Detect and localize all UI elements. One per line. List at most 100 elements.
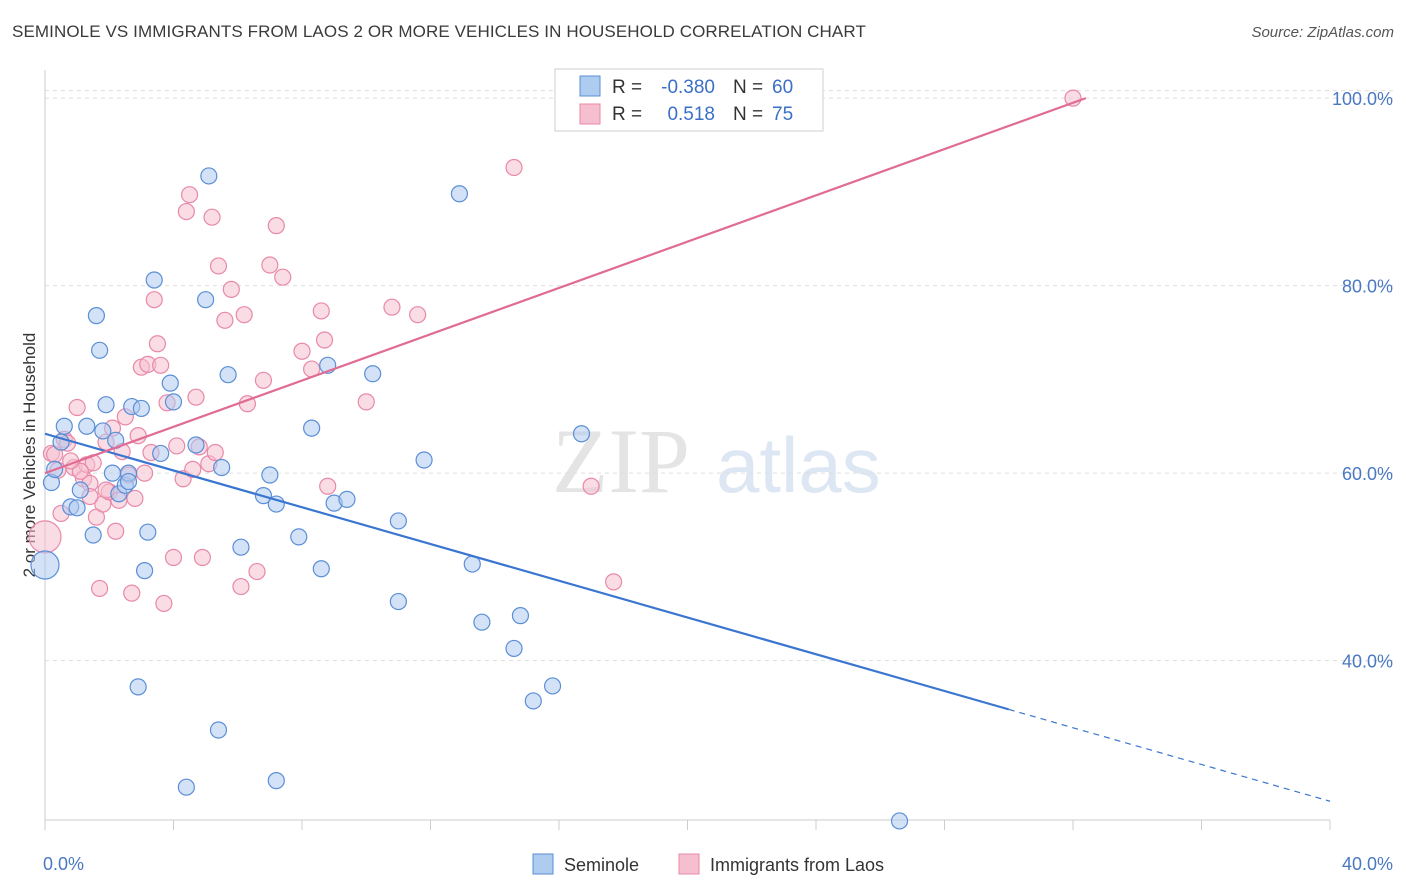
y-axis-label: 2 or more Vehicles in Household: [20, 333, 39, 578]
watermark-zip: ZIP: [552, 410, 690, 512]
series-legend-swatch-laos: [678, 853, 700, 875]
laos-point-46: [232, 577, 250, 596]
seminole-point-26: [161, 374, 179, 392]
seminole-point-35: [232, 538, 250, 556]
seminole-point-41: [303, 419, 321, 437]
series-legend-label-seminole: Seminole: [564, 855, 639, 875]
seminole-point-10: [87, 307, 106, 325]
watermark-atlas: atlas: [716, 421, 881, 509]
seminole-point-20: [129, 678, 147, 696]
laos-point-29: [152, 356, 170, 374]
axes: [44, 70, 1331, 830]
seminole-point-28: [187, 436, 205, 454]
laos-point-21: [123, 584, 141, 602]
seminole-point-29: [197, 291, 215, 309]
laos-point-17: [107, 522, 125, 540]
seminole-point-33: [177, 778, 195, 796]
laos-point-61: [409, 306, 427, 324]
laos-point-49: [248, 562, 266, 581]
trend-line-seminole: [44, 432, 1010, 711]
seminole-point-39: [267, 772, 285, 790]
seminole-point-6: [68, 499, 86, 517]
laos-point-32: [164, 548, 183, 567]
seminole-point-4: [55, 417, 73, 435]
legend-swatch-laos: [579, 103, 601, 125]
laos-point-42: [206, 443, 224, 462]
laos-point-63: [582, 477, 600, 495]
legend-r-label-1: R =: [612, 77, 642, 98]
laos-point-51: [261, 256, 279, 274]
seminole-point-58: [890, 812, 909, 830]
laos-point-45: [222, 280, 240, 298]
laos-point-44: [216, 311, 234, 329]
seminole-point-57: [572, 425, 591, 443]
legend-n-label-2: N =: [733, 104, 763, 125]
seminole-point-52: [473, 613, 491, 631]
laos-point-13: [91, 579, 109, 598]
laos-point-35: [177, 202, 195, 221]
laos-point-27: [145, 291, 163, 309]
seminole-point-46: [364, 365, 382, 383]
legend-swatch-seminole: [579, 75, 601, 97]
laos-point-56: [312, 302, 330, 320]
legend-n-label-1: N =: [733, 77, 763, 98]
source-credit: Source: ZipAtlas.com: [1251, 24, 1394, 41]
series-legend-label-laos: Immigrants from Laos: [710, 855, 884, 875]
seminole-point-9: [84, 526, 102, 544]
stats-legend: R = -0.380 N = 60 R = 0.518 N = 75: [554, 68, 824, 132]
seminole-point-0: [30, 550, 60, 580]
seminole-point-59: [119, 472, 138, 491]
seminole-point-30: [200, 167, 218, 185]
laos-point-59: [357, 393, 375, 411]
chart-title: SEMINOLE VS IMMIGRANTS FROM LAOS 2 OR MO…: [12, 22, 866, 41]
seminole-point-54: [511, 607, 530, 625]
seminole-point-12: [94, 422, 112, 440]
trend-lines: [44, 97, 1331, 802]
series-legend: Seminole Immigrants from Laos: [532, 853, 884, 875]
laos-point-69: [135, 464, 154, 482]
trend-line-laos: [44, 97, 1087, 475]
series-laos-points: [28, 89, 1082, 613]
seminole-point-14: [103, 464, 122, 482]
legend-n-value-2: 75: [772, 104, 793, 125]
laos-point-39: [193, 548, 212, 567]
laos-point-58: [319, 477, 337, 495]
trend-line-seminole-extension: [1008, 708, 1331, 802]
seminole-point-24: [145, 271, 163, 289]
seminole-point-45: [338, 490, 356, 508]
gridlines: [45, 90, 1395, 662]
y-tick-label-40: 40.0%: [1342, 652, 1393, 672]
seminole-point-55: [524, 692, 542, 710]
x-tick-label-max: 40.0%: [1342, 854, 1393, 874]
legend-r-label-2: R =: [612, 104, 642, 125]
seminole-point-49: [415, 451, 433, 469]
seminole-point-34: [209, 721, 228, 739]
seminole-point-42: [312, 560, 330, 578]
laos-point-41: [203, 208, 221, 226]
x-tick-label-min: 0.0%: [43, 854, 84, 874]
laos-point-54: [293, 342, 311, 360]
laos-point-28: [148, 335, 167, 353]
seminole-point-25: [152, 444, 170, 463]
seminole-point-22: [135, 562, 154, 580]
legend-r-value-2: 0.518: [667, 104, 715, 125]
seminole-point-50: [450, 185, 469, 203]
laos-point-33: [168, 437, 186, 455]
laos-point-60: [383, 298, 401, 316]
laos-point-53: [274, 268, 292, 286]
series-legend-swatch-seminole: [532, 853, 554, 875]
seminole-point-48: [389, 592, 407, 611]
laos-point-0: [28, 520, 62, 554]
seminole-point-23: [139, 523, 157, 541]
seminole-point-37: [261, 466, 279, 484]
legend-r-value-1: -0.380: [661, 77, 715, 98]
seminole-point-31: [213, 458, 231, 477]
laos-point-36: [180, 186, 199, 204]
laos-point-74: [184, 460, 202, 478]
laos-point-52: [267, 217, 285, 235]
seminole-point-21: [132, 399, 150, 418]
y-tick-label-100: 100.0%: [1332, 89, 1393, 109]
laos-point-64: [605, 573, 623, 591]
laos-point-62: [505, 158, 523, 177]
